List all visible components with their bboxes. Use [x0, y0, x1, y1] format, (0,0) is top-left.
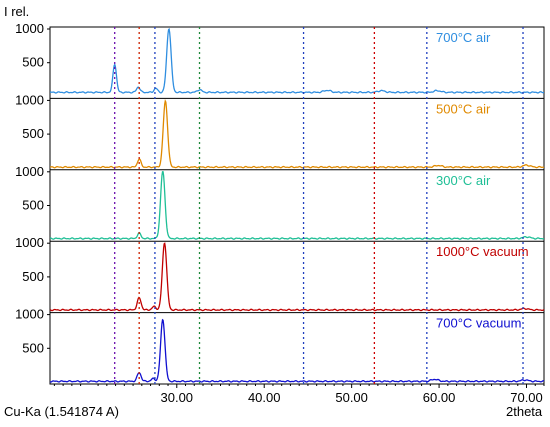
wavelength-label: Cu-Ka (1.541874 A) — [4, 404, 119, 419]
y-tick-label: 500 — [22, 269, 44, 284]
y-tick-label: 1000 — [15, 307, 44, 322]
x-tick-label: 40.00 — [248, 390, 281, 405]
series-panel: 500 1000 700°C vacuum — [15, 307, 545, 383]
y-tick-label: 500 — [22, 55, 44, 70]
series-panel: 500 1000 700°C air — [15, 21, 545, 99]
y-tick-label: 1000 — [15, 21, 44, 36]
series-line — [49, 98, 545, 169]
series-line — [49, 242, 545, 312]
x-axis-title: 2theta — [506, 404, 543, 419]
y-tick-label: 500 — [22, 198, 44, 213]
series-panel: 500 1000 300°C air — [15, 164, 545, 242]
x-tick-label: 30.00 — [161, 390, 194, 405]
series-label: 500°C air — [436, 101, 491, 116]
x-tick-label: 70.00 — [510, 390, 543, 405]
y-axis-title: I rel. — [4, 4, 29, 19]
series-line — [49, 171, 545, 240]
series-label: 1000°C vacuum — [436, 244, 529, 259]
series-line — [49, 27, 545, 94]
series-label: 700°C vacuum — [436, 316, 521, 331]
x-axis: 30.00 40.00 50.00 60.00 70.00 — [53, 384, 545, 405]
series-label: 700°C air — [436, 30, 491, 45]
series-panel: 500 1000 500°C air — [15, 92, 545, 171]
series-line — [49, 318, 545, 383]
chart-panels: 500 1000 700°C air 500 1000 500°C air 500 1000 3… — [15, 21, 545, 385]
series-label: 300°C air — [436, 173, 491, 188]
y-tick-label: 1000 — [15, 164, 44, 179]
y-tick-label: 1000 — [15, 92, 44, 107]
y-tick-label: 1000 — [15, 235, 44, 250]
x-tick-label: 60.00 — [423, 390, 456, 405]
y-tick-label: 500 — [22, 340, 44, 355]
y-tick-label: 500 — [22, 126, 44, 141]
x-tick-label: 50.00 — [335, 390, 368, 405]
series-panel: 500 1000 1000°C vacuum — [15, 235, 545, 314]
